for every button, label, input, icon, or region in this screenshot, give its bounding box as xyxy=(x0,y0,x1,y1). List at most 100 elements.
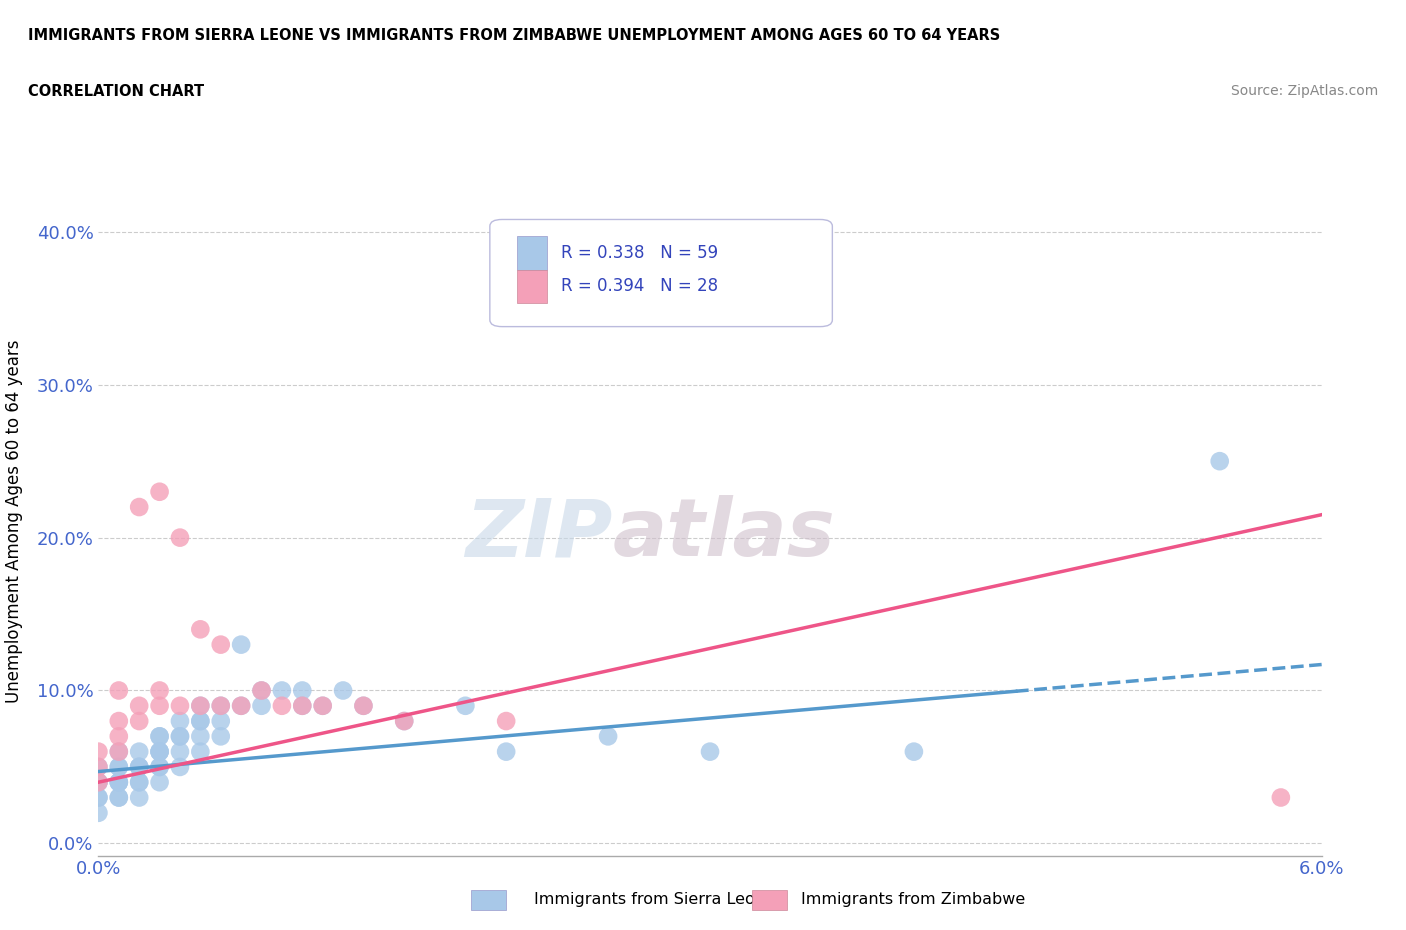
Point xyxy=(169,713,191,728)
Text: Immigrants from Zimbabwe: Immigrants from Zimbabwe xyxy=(801,892,1025,907)
Point xyxy=(149,485,172,499)
Point xyxy=(352,698,374,713)
Text: R = 0.394   N = 28: R = 0.394 N = 28 xyxy=(561,277,718,296)
Text: IMMIGRANTS FROM SIERRA LEONE VS IMMIGRANTS FROM ZIMBABWE UNEMPLOYMENT AMONG AGES: IMMIGRANTS FROM SIERRA LEONE VS IMMIGRAN… xyxy=(28,28,1001,43)
Point xyxy=(128,713,150,728)
Point xyxy=(87,775,110,790)
Point xyxy=(87,775,110,790)
Point xyxy=(128,760,150,775)
Point xyxy=(250,683,273,698)
Point xyxy=(291,683,314,698)
Point xyxy=(188,713,212,728)
Point xyxy=(270,698,292,713)
Point xyxy=(108,713,131,728)
Point xyxy=(392,713,416,728)
Point xyxy=(87,790,110,805)
Point xyxy=(169,760,191,775)
Point xyxy=(169,530,191,545)
Point xyxy=(332,683,354,698)
Text: atlas: atlas xyxy=(612,495,835,573)
Point xyxy=(231,698,253,713)
Point xyxy=(108,790,131,805)
Point xyxy=(87,775,110,790)
Point xyxy=(270,683,292,698)
Point xyxy=(188,729,212,744)
Point xyxy=(149,760,172,775)
Point xyxy=(87,744,110,759)
Point xyxy=(169,729,191,744)
Text: Immigrants from Sierra Leone: Immigrants from Sierra Leone xyxy=(534,892,775,907)
Point xyxy=(149,744,172,759)
Point xyxy=(149,729,172,744)
Point xyxy=(209,698,232,713)
Text: Source: ZipAtlas.com: Source: ZipAtlas.com xyxy=(1230,84,1378,98)
Point xyxy=(188,713,212,728)
Point xyxy=(128,775,150,790)
Point xyxy=(209,698,232,713)
Point xyxy=(209,729,232,744)
Point xyxy=(1208,454,1232,469)
Point xyxy=(108,683,131,698)
Point xyxy=(128,499,150,514)
Text: CORRELATION CHART: CORRELATION CHART xyxy=(28,84,204,99)
Point xyxy=(128,775,150,790)
Point xyxy=(291,698,314,713)
Point xyxy=(149,775,172,790)
Point xyxy=(87,760,110,775)
Point xyxy=(87,760,110,775)
Point xyxy=(311,698,335,713)
Point xyxy=(188,622,212,637)
FancyBboxPatch shape xyxy=(489,219,832,326)
Point xyxy=(149,683,172,698)
Y-axis label: Unemployment Among Ages 60 to 64 years: Unemployment Among Ages 60 to 64 years xyxy=(4,339,22,702)
Point xyxy=(1270,790,1292,805)
Point xyxy=(149,698,172,713)
Point xyxy=(149,744,172,759)
Point xyxy=(392,713,416,728)
Point xyxy=(495,713,517,728)
Point xyxy=(108,775,131,790)
Point xyxy=(149,729,172,744)
Point xyxy=(169,698,191,713)
Point xyxy=(903,744,925,759)
Text: R = 0.338   N = 59: R = 0.338 N = 59 xyxy=(561,244,718,262)
Point xyxy=(454,698,477,713)
Point xyxy=(108,744,131,759)
Point xyxy=(352,698,374,713)
Point xyxy=(699,744,721,759)
Point xyxy=(188,698,212,713)
FancyBboxPatch shape xyxy=(517,270,547,303)
Point xyxy=(87,790,110,805)
FancyBboxPatch shape xyxy=(517,236,547,270)
Point xyxy=(128,760,150,775)
Point xyxy=(209,637,232,652)
Point xyxy=(149,760,172,775)
Point xyxy=(108,744,131,759)
Point xyxy=(188,698,212,713)
Point xyxy=(231,698,253,713)
Point xyxy=(169,729,191,744)
Point xyxy=(128,698,150,713)
Point xyxy=(495,744,517,759)
Point xyxy=(291,698,314,713)
Point xyxy=(108,775,131,790)
Point xyxy=(87,805,110,820)
Point xyxy=(231,637,253,652)
Point xyxy=(311,698,335,713)
Point xyxy=(188,744,212,759)
Text: ZIP: ZIP xyxy=(465,495,612,573)
Point xyxy=(250,683,273,698)
Point xyxy=(149,744,172,759)
Point xyxy=(108,760,131,775)
Point xyxy=(128,790,150,805)
Point xyxy=(128,744,150,759)
Point xyxy=(108,729,131,744)
Point xyxy=(108,760,131,775)
Point xyxy=(108,775,131,790)
Point xyxy=(598,729,620,744)
Point xyxy=(108,790,131,805)
Point xyxy=(209,713,232,728)
Point xyxy=(250,698,273,713)
Point xyxy=(128,760,150,775)
Point xyxy=(169,744,191,759)
